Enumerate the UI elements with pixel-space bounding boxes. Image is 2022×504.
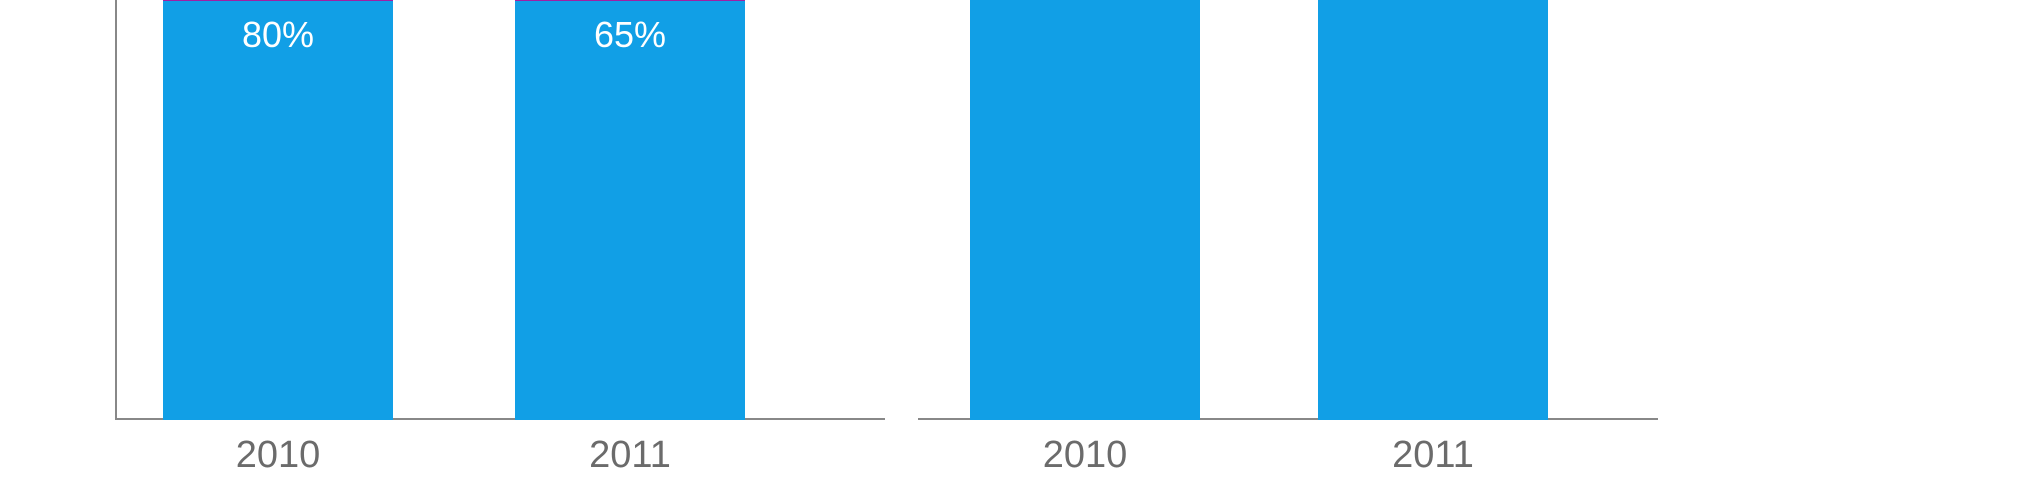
x-axis-label: 2010 bbox=[970, 420, 1200, 477]
bar-group: 2010 bbox=[970, 0, 1200, 420]
bar-value-label: 65% bbox=[515, 14, 745, 56]
bar-segment bbox=[163, 0, 393, 1]
bar-segment bbox=[970, 0, 1200, 420]
bar-stack bbox=[970, 0, 1200, 420]
bar-segment bbox=[1318, 0, 1548, 420]
chart-1: 2010 2011 bbox=[918, 0, 1658, 420]
bar-segment: 80% bbox=[163, 0, 393, 420]
x-axis-label: 2011 bbox=[1318, 420, 1548, 477]
bar-stack: 80% bbox=[163, 0, 393, 420]
x-axis-label: 2011 bbox=[515, 420, 745, 477]
y-axis bbox=[115, 0, 117, 420]
bar-group: 65%2011 bbox=[515, 0, 745, 420]
bar-segment: 65% bbox=[515, 0, 745, 420]
chart-0: 80%2010 65%2011 bbox=[115, 0, 885, 420]
bar-segment bbox=[515, 0, 745, 1]
bar-stack: 65% bbox=[515, 0, 745, 420]
bar-group: 2011 bbox=[1318, 0, 1548, 420]
bar-value-label: 80% bbox=[163, 14, 393, 56]
x-axis-label: 2010 bbox=[163, 420, 393, 477]
bar-stack bbox=[1318, 0, 1548, 420]
bar-group: 80%2010 bbox=[163, 0, 393, 420]
